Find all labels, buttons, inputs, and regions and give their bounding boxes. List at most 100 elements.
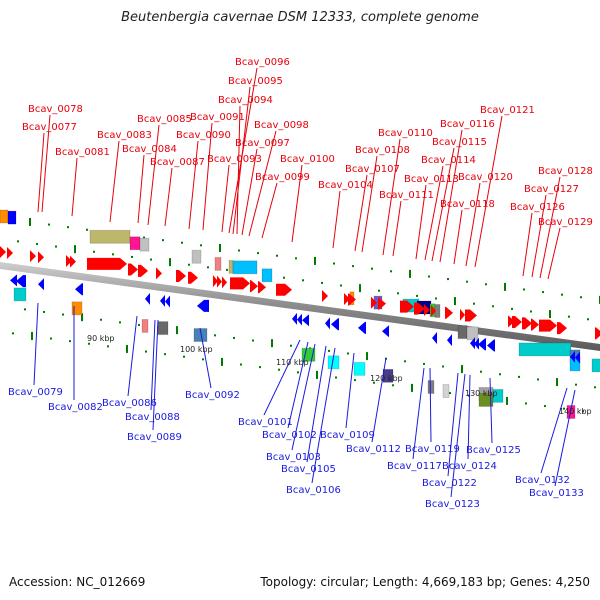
forward-gene-label: Bcav_0128 — [538, 166, 593, 177]
label-leader-line — [248, 130, 277, 237]
reverse-gene-arrow — [575, 351, 580, 364]
forward-gene-arrow — [539, 319, 557, 332]
feature-box — [442, 384, 450, 399]
reverse-gene-arrow — [16, 275, 26, 288]
tick-mark — [352, 265, 354, 268]
forward-gene-label: Bcav_0091 — [190, 112, 245, 123]
forward-gene-label: Bcav_0120 — [458, 172, 513, 183]
tick-mark — [537, 378, 539, 381]
tick-mark — [31, 331, 33, 340]
label-leader-line — [431, 147, 455, 262]
tick-mark — [55, 245, 57, 248]
label-leader-line — [199, 327, 212, 389]
tick-mark — [511, 307, 513, 310]
scale-label: 130 kbp — [465, 389, 498, 398]
forward-gene-arrow — [424, 303, 430, 316]
forward-gene-arrow — [348, 293, 356, 306]
forward-gene-label: Bcav_0094 — [218, 95, 273, 106]
reverse-gene-label: Bcav_0105 — [281, 464, 336, 475]
label-leader-line — [188, 140, 199, 230]
forward-gene-label: Bcav_0077 — [22, 122, 77, 133]
tick-mark — [587, 318, 589, 321]
tick-mark — [316, 370, 318, 379]
reverse-gene-label: Bcav_0133 — [529, 488, 584, 499]
tick-mark — [188, 263, 190, 266]
reverse-gene-label: Bcav_0132 — [515, 475, 570, 486]
tick-mark — [373, 381, 375, 384]
label-leader-line — [232, 86, 251, 235]
tick-mark — [219, 243, 221, 252]
feature-box — [141, 318, 149, 333]
tick-mark — [297, 371, 299, 374]
forward-gene-label: Bcav_0087 — [150, 157, 205, 168]
reverse-gene-label: Bcav_0109 — [320, 430, 375, 441]
tick-mark — [468, 394, 470, 397]
feature-box — [518, 342, 572, 357]
forward-gene-arrow — [38, 251, 44, 264]
feature-box — [232, 260, 258, 275]
tick-mark — [544, 405, 546, 408]
tick-mark — [143, 236, 145, 239]
label-leader-line — [261, 182, 278, 239]
label-leader-line — [424, 165, 444, 261]
forward-gene-arrow — [70, 255, 76, 268]
tick-mark — [150, 258, 152, 261]
tick-mark — [164, 353, 166, 356]
tick-mark — [506, 396, 508, 405]
label-leader-line — [41, 114, 51, 213]
tick-mark — [561, 293, 563, 296]
genome-summary: Topology: circular; Length: 4,669,183 bp… — [260, 575, 590, 589]
forward-gene-label: Bcav_0078 — [28, 104, 83, 115]
tick-mark — [145, 350, 147, 353]
reverse-gene-arrow — [75, 283, 83, 296]
forward-gene-label: Bcav_0090 — [176, 130, 231, 141]
genome-backbone — [0, 262, 600, 351]
scale-label: 100 kbp — [180, 345, 213, 354]
label-leader-line — [202, 122, 213, 231]
feature-box — [191, 249, 202, 264]
tick-mark — [112, 253, 114, 256]
tick-mark — [214, 334, 216, 337]
tick-mark — [492, 305, 494, 308]
tick-mark — [181, 241, 183, 244]
tick-mark — [207, 266, 209, 269]
accession-label: Accession: NC_012669 — [9, 575, 146, 589]
tick-mark — [12, 332, 14, 335]
tick-mark — [473, 302, 475, 305]
tick-mark — [442, 365, 444, 368]
forward-gene-arrow — [276, 283, 292, 296]
reverse-gene-arrow — [292, 312, 297, 325]
label-leader-line — [311, 347, 336, 484]
scale-label: 110 kbp — [276, 358, 309, 367]
forward-gene-label: Bcav_0097 — [235, 138, 290, 149]
tick-mark — [226, 268, 228, 271]
tick-mark — [200, 244, 202, 247]
label-leader-line — [361, 155, 378, 253]
forward-gene-label: Bcav_0115 — [432, 137, 487, 148]
reverse-gene-label: Bcav_0086 — [102, 398, 157, 409]
forward-gene-arrow — [0, 246, 6, 258]
tick-mark — [259, 366, 261, 369]
feature-box — [353, 361, 366, 376]
reverse-gene-label: Bcav_0101 — [238, 417, 293, 428]
forward-gene-arrow — [344, 293, 350, 306]
reverse-gene-label: Bcav_0106 — [286, 485, 341, 496]
label-leader-line — [539, 176, 561, 279]
reverse-gene-arrow — [358, 321, 366, 334]
tick-mark — [366, 352, 368, 361]
tick-mark — [81, 313, 83, 322]
forward-gene-arrow — [258, 281, 266, 294]
tick-mark — [131, 255, 133, 258]
tick-mark — [302, 279, 304, 282]
label-leader-line — [547, 227, 561, 280]
forward-gene-label: Bcav_0111 — [379, 190, 434, 201]
forward-gene-label: Bcav_0081 — [55, 147, 110, 158]
forward-gene-arrow — [217, 275, 222, 288]
feature-box — [0, 209, 9, 224]
tick-mark — [428, 275, 430, 278]
label-leader-line — [137, 154, 145, 224]
tick-mark — [354, 379, 356, 382]
tick-mark — [278, 368, 280, 371]
tick-mark — [359, 284, 361, 293]
tick-mark — [62, 313, 64, 316]
